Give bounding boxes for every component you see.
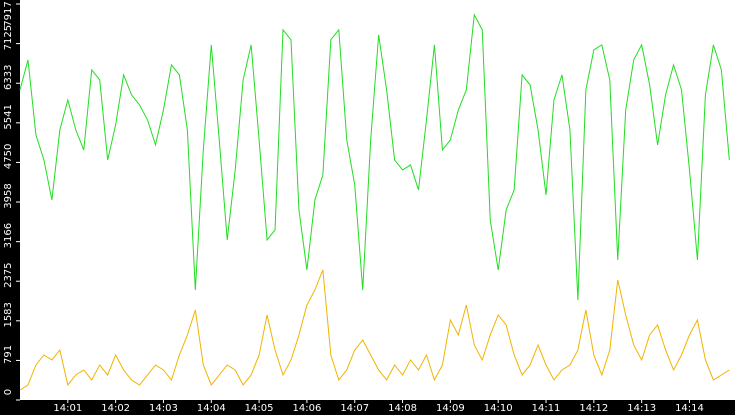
x-tick-label: 14:10: [484, 403, 513, 414]
y-tick-label: 791: [3, 345, 14, 364]
y-tick-label: 3166: [3, 223, 14, 248]
x-axis-strip: [0, 400, 735, 415]
y-tick-label: 7125: [3, 25, 14, 50]
x-tick-label: 14:14: [675, 403, 704, 414]
y-tick-label: 3958: [3, 183, 14, 208]
y-tick-label: 7917: [3, 1, 14, 26]
x-tick-label: 14:05: [245, 403, 274, 414]
x-tick-label: 14:11: [532, 403, 561, 414]
x-tick-label: 14:02: [101, 403, 130, 414]
y-tick-label: 0: [3, 389, 14, 395]
series-line: [19, 13, 730, 300]
series-line: [19, 269, 730, 391]
y-tick-label: 6333: [3, 65, 14, 90]
x-tick-label: 14:06: [293, 403, 322, 414]
x-tick-label: 14:03: [149, 403, 178, 414]
x-tick-label: 14:07: [340, 403, 369, 414]
y-tick-label: 5541: [3, 104, 14, 129]
y-tick-label: 2375: [3, 262, 14, 287]
x-tick-label: 14:12: [579, 403, 608, 414]
y-axis-strip: [0, 0, 20, 415]
y-tick-label: 1583: [3, 302, 14, 327]
x-tick-label: 14:08: [388, 403, 417, 414]
x-tick-label: 14:01: [53, 403, 82, 414]
x-tick-label: 14:09: [436, 403, 465, 414]
x-tick-label: 14:04: [197, 403, 226, 414]
x-tick-label: 14:13: [627, 403, 656, 414]
y-tick-label: 4750: [3, 144, 14, 169]
